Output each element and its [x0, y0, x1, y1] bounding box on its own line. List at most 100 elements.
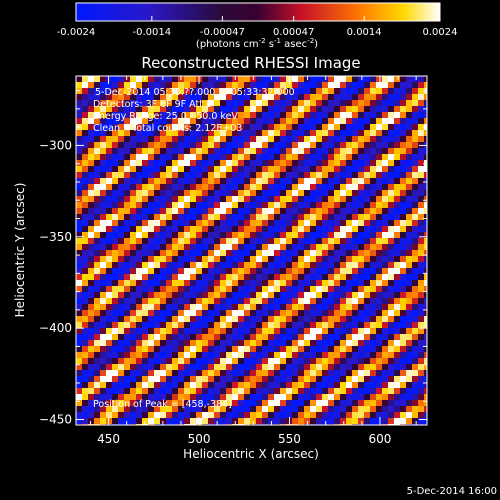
heatmap-cell: [268, 406, 275, 413]
heatmap-cell: [148, 340, 155, 347]
heatmap-cell: [94, 88, 101, 95]
heatmap-cell: [172, 406, 179, 413]
heatmap-cell: [76, 394, 83, 401]
heatmap-cell: [112, 370, 119, 377]
heatmap-cell: [250, 232, 257, 239]
heatmap-cell: [382, 202, 389, 209]
heatmap-cell: [298, 172, 305, 179]
heatmap-cell: [364, 202, 371, 209]
heatmap-cell: [220, 358, 227, 365]
heatmap-cell: [202, 328, 209, 335]
heatmap-cell: [394, 304, 401, 311]
heatmap-cell: [220, 376, 227, 383]
heatmap-cell: [142, 154, 149, 161]
heatmap-cell: [82, 94, 89, 101]
heatmap-cell: [286, 286, 293, 293]
heatmap-cell: [334, 196, 341, 203]
heatmap-cell: [142, 190, 149, 197]
heatmap-cell: [136, 232, 143, 239]
heatmap-cell: [400, 184, 407, 191]
heatmap-cell: [256, 322, 263, 329]
heatmap-cell: [118, 184, 125, 191]
heatmap-cell: [310, 172, 317, 179]
heatmap-cell: [262, 232, 269, 239]
heatmap-cell: [394, 202, 401, 209]
heatmap-cell: [346, 358, 353, 365]
heatmap-cell: [262, 148, 269, 155]
heatmap-cell: [328, 298, 335, 305]
heatmap-cell: [94, 214, 101, 221]
heatmap-cell: [316, 166, 323, 173]
heatmap-cell: [124, 190, 131, 197]
heatmap-cell: [190, 382, 197, 389]
heatmap-cell: [274, 100, 281, 107]
heatmap-cell: [226, 316, 233, 323]
heatmap-cell: [112, 154, 119, 161]
heatmap-cell: [358, 292, 365, 299]
heatmap-cell: [400, 196, 407, 203]
heatmap-cell: [340, 382, 347, 389]
heatmap-cell: [340, 160, 347, 167]
heatmap-cell: [250, 130, 257, 137]
heatmap-cell: [400, 112, 407, 119]
heatmap-cell: [394, 400, 401, 407]
heatmap-cell: [220, 100, 227, 107]
heatmap-cell: [388, 172, 395, 179]
heatmap-cell: [76, 130, 83, 137]
heatmap-cell: [220, 262, 227, 269]
heatmap-cell: [298, 190, 305, 197]
heatmap-cell: [280, 178, 287, 185]
heatmap-cell: [160, 136, 167, 143]
heatmap-cell: [154, 250, 161, 257]
heatmap-cell: [106, 232, 113, 239]
heatmap-cell: [100, 406, 107, 413]
heatmap-cell: [358, 226, 365, 233]
heatmap-cell: [160, 244, 167, 251]
heatmap-cell: [412, 226, 419, 233]
heatmap-cell: [88, 220, 95, 227]
heatmap-cell: [388, 418, 395, 425]
heatmap-cell: [124, 256, 131, 263]
heatmap-cell: [364, 166, 371, 173]
heatmap-cell: [400, 118, 407, 125]
heatmap-cell: [106, 196, 113, 203]
heatmap-cell: [274, 94, 281, 101]
heatmap-cell: [424, 214, 427, 221]
heatmap-cell: [250, 286, 257, 293]
heatmap-cell: [280, 154, 287, 161]
heatmap-cell: [394, 388, 401, 395]
heatmap-cell: [256, 172, 263, 179]
heatmap-cell: [268, 190, 275, 197]
heatmap-cell: [256, 88, 263, 95]
heatmap-cell: [328, 388, 335, 395]
heatmap-cell: [400, 298, 407, 305]
heatmap-cell: [100, 388, 107, 395]
heatmap-cell: [196, 352, 203, 359]
heatmap-cell: [394, 106, 401, 113]
heatmap-cell: [178, 382, 185, 389]
heatmap-cell: [142, 106, 149, 113]
heatmap-cell: [82, 142, 89, 149]
heatmap-cell: [346, 160, 353, 167]
heatmap-cell: [214, 316, 221, 323]
heatmap-cell: [88, 400, 95, 407]
heatmap-cell: [112, 184, 119, 191]
heatmap-cell: [88, 364, 95, 371]
heatmap-cell: [232, 298, 239, 305]
heatmap-cell: [286, 364, 293, 371]
heatmap-cell: [148, 88, 155, 95]
heatmap-cell: [94, 328, 101, 335]
heatmap-cell: [268, 214, 275, 221]
heatmap-cell: [76, 280, 83, 287]
heatmap-cell: [346, 202, 353, 209]
heatmap-cell: [190, 244, 197, 251]
heatmap-cell: [232, 106, 239, 113]
heatmap-cell: [244, 418, 251, 425]
heatmap-cell: [334, 274, 341, 281]
heatmap-cell: [394, 250, 401, 257]
heatmap-cell: [208, 262, 215, 269]
heatmap-cell: [412, 178, 419, 185]
heatmap-cell: [304, 268, 311, 275]
heatmap-cell: [358, 400, 365, 407]
heatmap-cell: [178, 328, 185, 335]
